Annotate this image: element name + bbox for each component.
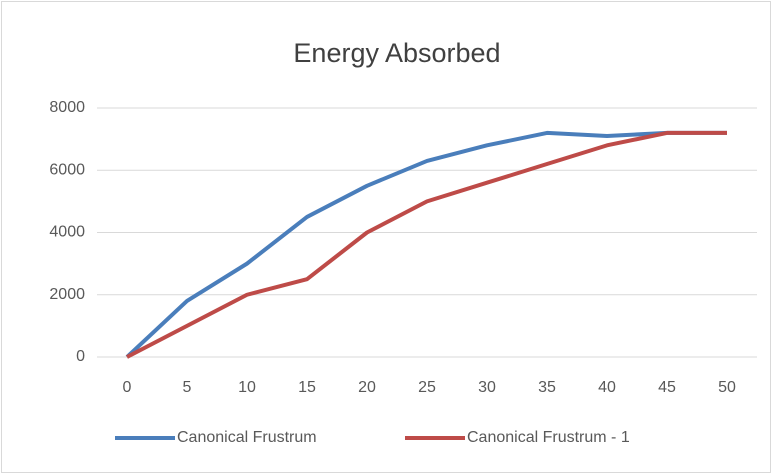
series-line [126, 130, 727, 359]
y-tick-label: 8000 [49, 99, 85, 116]
x-tick-label: 45 [658, 379, 676, 396]
x-tick-label: 25 [418, 379, 436, 396]
x-tick-label: 30 [478, 379, 496, 396]
x-tick-label: 10 [238, 379, 256, 396]
x-tick-label: 15 [298, 379, 316, 396]
legend-label: Canonical Frustrum - 1 [467, 429, 630, 446]
y-tick-label: 0 [76, 348, 85, 365]
legend-label: Canonical Frustrum [177, 429, 317, 446]
chart-title: Energy Absorbed [293, 38, 500, 68]
y-tick-label: 4000 [49, 224, 85, 241]
y-tick-label: 6000 [49, 161, 85, 178]
x-tick-label: 40 [598, 379, 616, 396]
x-tick-label: 0 [123, 379, 132, 396]
x-tick-label: 35 [538, 379, 556, 396]
x-tick-label: 20 [358, 379, 376, 396]
x-tick-label: 50 [718, 379, 736, 396]
y-tick-label: 2000 [49, 286, 85, 303]
series-line [125, 130, 727, 359]
x-tick-label: 5 [183, 379, 192, 396]
